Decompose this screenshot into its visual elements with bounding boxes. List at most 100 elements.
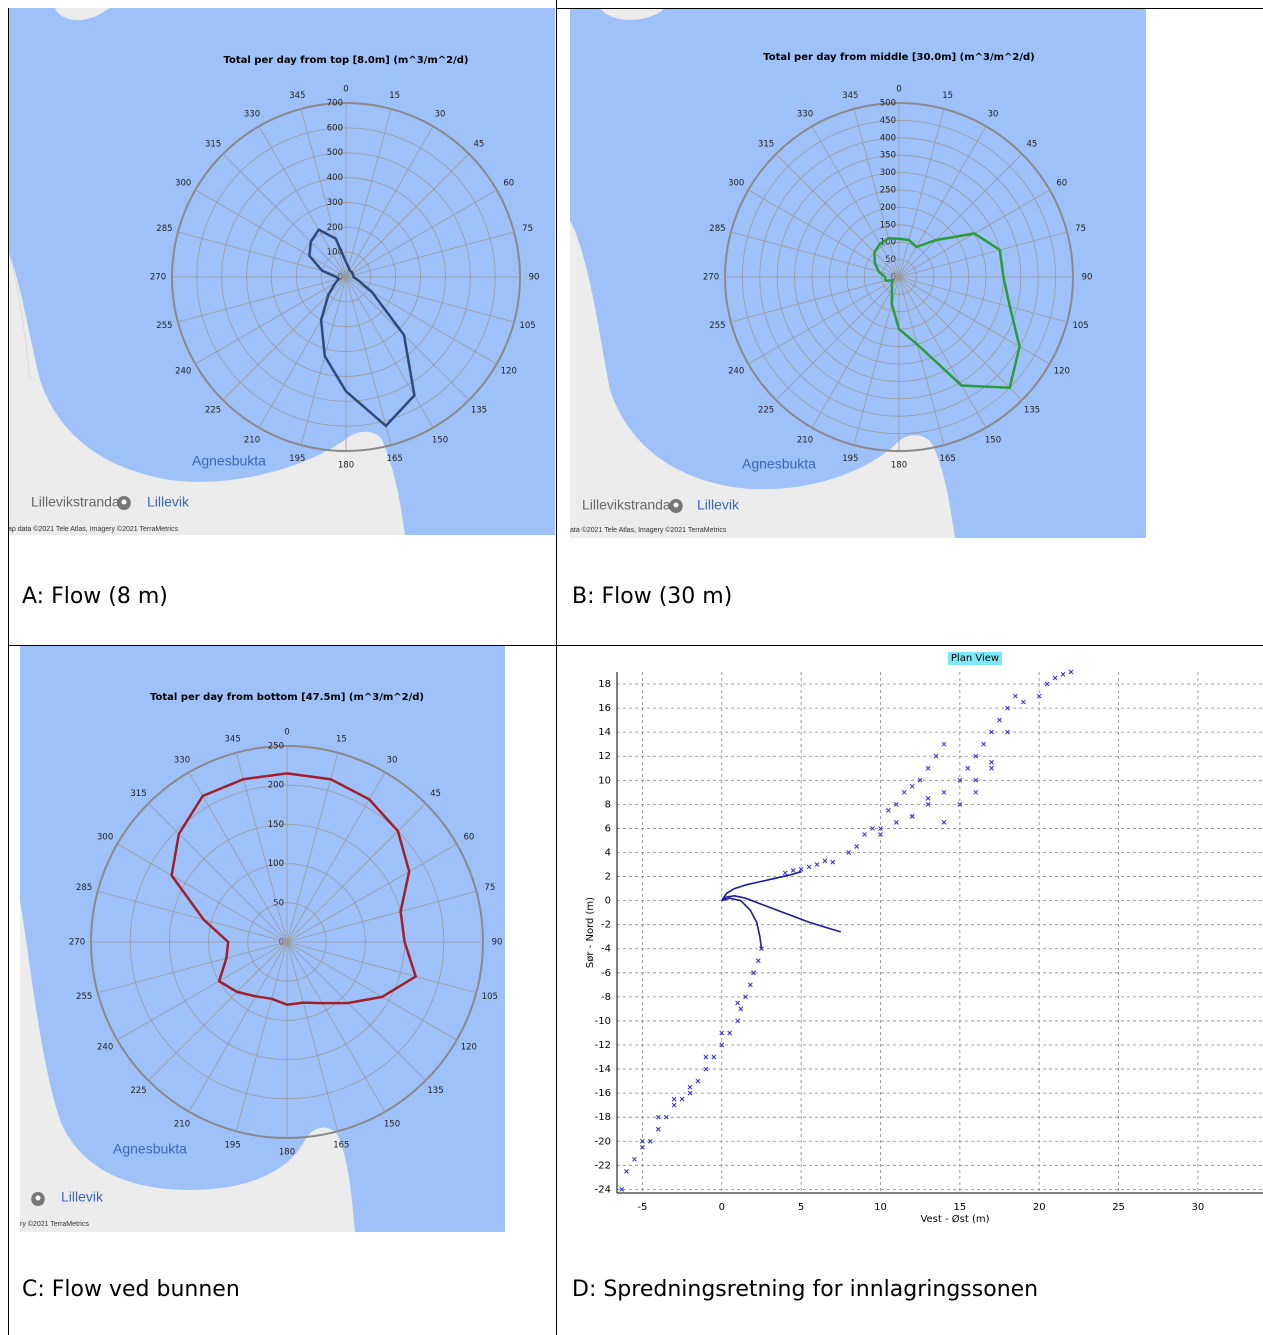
point bbox=[886, 808, 890, 812]
angle-label: 285 bbox=[156, 224, 172, 234]
angle-label: 105 bbox=[1072, 321, 1088, 331]
map-label: Agnesbukta bbox=[192, 453, 266, 469]
angle-label: 15 bbox=[389, 91, 400, 101]
angle-label: 15 bbox=[336, 735, 347, 745]
angle-label: 135 bbox=[427, 1086, 443, 1096]
angle-label: 270 bbox=[703, 273, 719, 283]
angle-label: 150 bbox=[384, 1119, 400, 1129]
angle-label: 180 bbox=[279, 1148, 295, 1158]
angle-label: 120 bbox=[461, 1043, 477, 1053]
x-tick-label: 5 bbox=[798, 1202, 804, 1213]
y-tick-label: 6 bbox=[605, 823, 611, 834]
point bbox=[680, 1097, 684, 1101]
caption: C: Flow ved bunnen bbox=[22, 1277, 240, 1302]
r-tick-label: 200 bbox=[880, 203, 896, 213]
angle-label: 345 bbox=[842, 91, 858, 101]
chart-title: Plan View bbox=[951, 653, 999, 664]
angle-label: 60 bbox=[1056, 179, 1067, 189]
point bbox=[632, 1157, 636, 1161]
map-c bbox=[20, 646, 505, 1232]
angle-label: 30 bbox=[387, 756, 398, 766]
r-tick-label: 150 bbox=[880, 220, 896, 230]
y-tick-label: 12 bbox=[598, 751, 611, 762]
angle-label: 15 bbox=[942, 91, 953, 101]
r-tick-label: 150 bbox=[268, 820, 284, 830]
y-tick-label: 0 bbox=[605, 896, 611, 907]
angle-label: 165 bbox=[387, 454, 403, 464]
x-axis-title: Vest - Øst (m) bbox=[920, 1213, 989, 1225]
point bbox=[688, 1085, 692, 1089]
point bbox=[704, 1055, 708, 1059]
map-a bbox=[8, 8, 555, 535]
y-tick-label: -2 bbox=[601, 920, 611, 931]
angle-label: 255 bbox=[76, 992, 92, 1002]
point bbox=[966, 766, 970, 770]
chart-title: Total per day from top [8.0m] (m^3/m^2/d… bbox=[224, 55, 469, 66]
angle-label: 270 bbox=[150, 273, 166, 283]
point bbox=[728, 1031, 732, 1035]
y-tick-label: -12 bbox=[595, 1040, 611, 1051]
x-tick-label: -5 bbox=[637, 1202, 647, 1213]
point bbox=[942, 790, 946, 794]
angle-label: 330 bbox=[797, 110, 813, 120]
point bbox=[942, 742, 946, 746]
point bbox=[974, 790, 978, 794]
angle-label: 315 bbox=[205, 140, 221, 150]
point bbox=[1013, 694, 1017, 698]
point bbox=[1021, 700, 1025, 704]
angle-label: 180 bbox=[338, 461, 354, 471]
angle-label: 90 bbox=[529, 273, 540, 283]
angle-label: 210 bbox=[174, 1119, 190, 1129]
r-tick-label: 400 bbox=[880, 133, 896, 143]
point bbox=[752, 971, 756, 975]
map-label: Lillevikstranda bbox=[31, 494, 120, 510]
map-copyright: ap data ©2021 Tele Atlas, Imagery ©2021 … bbox=[8, 525, 178, 533]
y-tick-label: -18 bbox=[595, 1112, 611, 1123]
map-copyright: ry ©2021 TerraMetrics bbox=[20, 1220, 89, 1228]
y-tick-label: -24 bbox=[595, 1184, 611, 1195]
caption: A: Flow (8 m) bbox=[22, 584, 168, 609]
x-tick-label: 15 bbox=[953, 1202, 966, 1213]
r-tick-label: 350 bbox=[880, 151, 896, 161]
point bbox=[791, 869, 795, 873]
angle-label: 330 bbox=[244, 110, 260, 120]
point bbox=[783, 871, 787, 875]
point bbox=[823, 859, 827, 863]
angle-label: 60 bbox=[463, 833, 474, 843]
y-tick-label: 10 bbox=[598, 775, 611, 786]
r-tick-label: 500 bbox=[327, 148, 343, 158]
y-tick-label: -6 bbox=[601, 968, 611, 979]
angle-label: 105 bbox=[482, 992, 498, 1002]
point bbox=[815, 863, 819, 867]
chart-title: Total per day from bottom [47.5m] (m^3/m… bbox=[150, 692, 424, 703]
r-tick-label: 100 bbox=[268, 859, 284, 869]
angle-label: 285 bbox=[76, 883, 92, 893]
point bbox=[756, 959, 760, 963]
angle-label: 150 bbox=[432, 435, 448, 445]
r-tick-label: 200 bbox=[268, 781, 284, 791]
r-tick-label: 50 bbox=[273, 898, 284, 908]
angle-label: 90 bbox=[492, 938, 503, 948]
angle-label: 255 bbox=[156, 321, 172, 331]
point bbox=[712, 1055, 716, 1059]
point bbox=[990, 760, 994, 764]
chart-title: Total per day from middle [30.0m] (m^3/m… bbox=[763, 52, 1035, 63]
angle-label: 90 bbox=[1082, 273, 1093, 283]
angle-label: 225 bbox=[758, 405, 774, 415]
angle-label: 45 bbox=[430, 789, 441, 799]
caption: D: Spredningsretning for innlagringssone… bbox=[572, 1277, 1038, 1302]
r-tick-label: 250 bbox=[268, 742, 284, 752]
point bbox=[672, 1103, 676, 1107]
y-axis-title: Sør - Nord (m) bbox=[585, 897, 596, 968]
angle-label: 240 bbox=[97, 1043, 113, 1053]
y-tick-label: -14 bbox=[595, 1064, 611, 1075]
x-tick-label: 10 bbox=[874, 1202, 887, 1213]
point bbox=[696, 1079, 700, 1083]
x-tick-label: 20 bbox=[1033, 1202, 1046, 1213]
y-tick-label: -22 bbox=[595, 1160, 611, 1171]
angle-label: 240 bbox=[175, 367, 191, 377]
r-tick-label: 300 bbox=[327, 198, 343, 208]
angle-label: 345 bbox=[225, 735, 241, 745]
document: Agnesbukta Lillevikstranda Lillevik ap d… bbox=[0, 0, 1263, 1335]
x-tick-label: 0 bbox=[719, 1202, 725, 1213]
